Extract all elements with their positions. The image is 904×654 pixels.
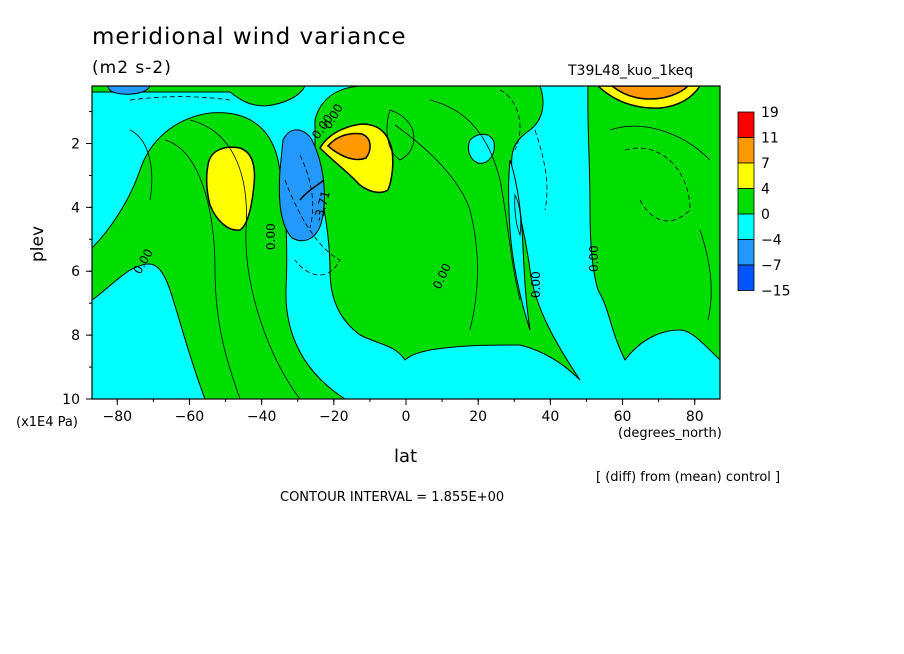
colorbar-label: −7 (761, 258, 782, 274)
contour-line (514, 193, 522, 237)
contour-line (394, 124, 478, 331)
y-tick-label: 10 (62, 392, 80, 408)
x-tick-label: 20 (469, 409, 487, 425)
diff-note: [ (diff) from (mean) control ] (596, 470, 781, 485)
colorbar-swatch (737, 162, 755, 189)
contour-label: 0.00 (529, 271, 543, 298)
contour-lines (129, 89, 712, 399)
contour-line (429, 99, 521, 301)
y-axis-unit: (x1E4 Pa) (16, 415, 78, 430)
x-tick-label: −60 (175, 409, 205, 425)
contour-line (299, 179, 325, 201)
fill-yellow-west (205, 146, 256, 231)
y-tick-label: 2 (71, 136, 80, 152)
y-tick-label: 8 (71, 328, 80, 344)
chart-units: (m2 s-2) (92, 58, 172, 78)
x-axis-label: lat (394, 446, 418, 467)
x-tick-label: −80 (102, 409, 132, 425)
contour-line (129, 96, 231, 101)
fill-green-east (587, 86, 720, 361)
contour-line (189, 119, 301, 399)
fill-orange-top-east (610, 86, 690, 100)
x-axis-unit: (degrees_north) (618, 426, 722, 441)
x-tick-label: 60 (614, 409, 632, 425)
contour-line (699, 229, 712, 321)
contour-line (609, 125, 711, 161)
y-axis: 2 4 6 8 10 (62, 111, 92, 408)
y-tick-label: 6 (71, 264, 80, 280)
contour-line (129, 129, 153, 201)
chart-title: meridional wind variance (92, 24, 407, 50)
y-tick-label: 4 (71, 200, 80, 216)
contour-line (499, 89, 521, 151)
colorbar-label: 19 (761, 105, 779, 121)
contour-interval: CONTOUR INTERVAL = 1.855E+00 (280, 490, 505, 505)
colorbar-label: −15 (761, 284, 791, 300)
colorbar: 19 11 7 4 0 −4 −7 −15 (737, 105, 791, 300)
contour-line (624, 147, 691, 222)
fill-orange-center (326, 132, 371, 161)
x-tick-label: 0 (402, 409, 411, 425)
x-tick-label: 40 (541, 409, 559, 425)
colorbar-label: 0 (761, 207, 770, 223)
contour-line (534, 129, 548, 211)
colorbar-label: 7 (761, 156, 770, 172)
contour-line (299, 154, 314, 229)
colorbar-swatch (737, 188, 755, 215)
colorbar-label: 4 (761, 182, 770, 198)
colorbar-swatch (737, 111, 755, 138)
fill-blue-negative (278, 129, 325, 242)
run-label: T39L48_kuo_1keq (568, 63, 694, 79)
contour-line (386, 109, 415, 161)
contour-line (164, 139, 241, 399)
fill-blue-top (107, 86, 151, 95)
colorbar-swatch (737, 239, 755, 266)
colorbar-swatch (737, 264, 755, 291)
contour-line (284, 179, 341, 276)
x-tick-label: 80 (686, 409, 704, 425)
colorbar-label: 11 (761, 131, 779, 147)
contour-fills (92, 86, 720, 399)
colorbar-swatch (737, 137, 755, 164)
x-tick-label: −20 (319, 409, 349, 425)
fill-cyan-hole-1 (467, 133, 495, 164)
x-axis: −80 −60 −40 −20 0 20 40 60 80 (102, 399, 704, 425)
x-tick-label: −40 (247, 409, 277, 425)
contour-label: 0.00 (587, 245, 601, 272)
contour-label: 0.00 (264, 223, 278, 250)
colorbar-label: −4 (761, 233, 782, 249)
colorbar-swatch (737, 213, 755, 240)
